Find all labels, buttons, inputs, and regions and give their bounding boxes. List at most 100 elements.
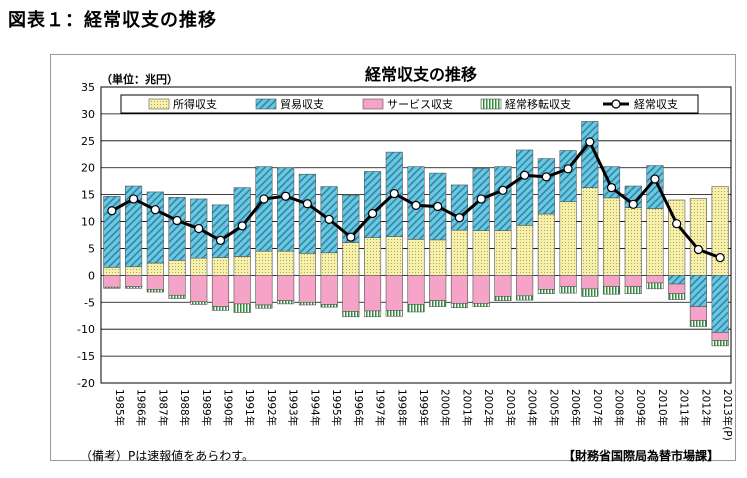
bar-segment (450, 184, 469, 231)
y-tick-label: 30 (81, 108, 95, 121)
bar-segment (168, 197, 186, 261)
bar-segment (711, 340, 729, 347)
bar-segment (190, 301, 208, 305)
bar-segment (298, 301, 316, 306)
y-tick-label: -5 (84, 296, 95, 309)
bar-segment (320, 304, 338, 308)
current-account-point (411, 200, 421, 210)
current-account-point (715, 253, 725, 263)
chart-frame: 35 30 25 20 15 10 5 0 -5 -10 -15 -20 1985年 1986年 1987年… (50, 54, 736, 461)
bar-segment (211, 257, 230, 276)
footnote: （備考）Pは速報値をあらわす。 (80, 449, 255, 463)
bar-segment (298, 275, 316, 303)
bar-segment (472, 275, 490, 304)
bar-segment (277, 300, 295, 305)
bar-segment (211, 275, 230, 307)
bar-segment (211, 204, 230, 258)
x-tick-label: 1987年 (156, 389, 169, 426)
bar-segment (450, 303, 469, 308)
current-account-point (389, 188, 399, 199)
bar-segment (494, 296, 512, 301)
current-account-point (476, 194, 486, 204)
unit-label: （単位：兆円） (101, 72, 178, 86)
x-tick-label: 1995年 (330, 389, 343, 426)
legend-label: サービス収支 (387, 98, 453, 111)
legend-label: 経常移転収支 (505, 98, 571, 111)
bar-segment (581, 187, 599, 276)
bar-segment (407, 275, 425, 305)
bar-segment (537, 275, 555, 290)
current-account-point (107, 206, 117, 216)
bar-segment (146, 275, 164, 290)
chart: 35 30 25 20 15 10 5 0 -5 -10 -15 -20 1985年 1986年 1987年… (77, 65, 734, 441)
bar-segment (602, 286, 621, 295)
legend-swatch (362, 98, 384, 110)
current-account-point (237, 221, 247, 231)
legend-label: 貿易収支 (280, 98, 324, 111)
bar-segment (646, 275, 664, 284)
bar-segment (298, 252, 316, 276)
bar-segment (342, 242, 360, 276)
bar-segment (668, 283, 686, 294)
x-tick-label: 1999年 (417, 389, 430, 426)
figure-title: 図表１：経常収支の推移 (8, 10, 217, 31)
bar-segment (472, 303, 490, 307)
y-tick-label: 0 (88, 269, 95, 282)
current-account-point (367, 208, 378, 219)
bar-segment (429, 300, 447, 307)
current-account-point (628, 199, 638, 209)
bar-segment (146, 262, 164, 276)
line-layer (107, 137, 725, 263)
bar-segment (385, 275, 403, 311)
current-account-point (520, 170, 530, 180)
x-tick-label: 2010年 (656, 389, 669, 426)
bar-segment (363, 237, 382, 276)
bar-segment (233, 275, 251, 305)
current-account-point (650, 174, 660, 184)
bar-segment (277, 167, 295, 252)
bar-segment (146, 289, 164, 293)
current-account-point (693, 244, 704, 255)
bar-segment (363, 171, 382, 238)
bar-segment (516, 225, 534, 276)
y-tick-label: 20 (81, 162, 95, 175)
bar-segment (298, 173, 316, 254)
bar-segment (559, 275, 577, 287)
x-tick-label: 2012年 (699, 389, 712, 426)
bar-segment (516, 149, 534, 226)
bar-segment (103, 195, 121, 268)
x-tick-label: 1996年 (352, 389, 365, 426)
x-tick-label: 1985年 (113, 389, 126, 426)
x-tick-label: 2006年 (569, 389, 582, 426)
bar-segment (689, 198, 707, 276)
bar-segment (624, 275, 642, 287)
y-tick-label: -15 (77, 350, 95, 363)
x-tick-label: 1993年 (287, 389, 300, 426)
y-tick-label: 10 (81, 216, 95, 229)
x-tick-label: 2011年 (678, 389, 691, 426)
bar-segment (233, 303, 251, 313)
bar-segment (211, 306, 230, 311)
bar-segment (559, 201, 577, 276)
bar-segment (537, 213, 555, 276)
x-tick-label: 2002年 (482, 389, 495, 426)
bar-segment (320, 252, 338, 276)
current-account-point (498, 185, 508, 195)
bar-segment (581, 121, 599, 188)
bar-segment (472, 230, 490, 276)
x-tick-label: 1990年 (221, 389, 234, 426)
current-account-point (346, 232, 356, 242)
y-tick-label: 25 (81, 135, 95, 148)
current-account-point (172, 215, 182, 226)
current-account-point (454, 213, 465, 223)
bar-segment (363, 275, 382, 312)
bar-segment (450, 229, 469, 276)
x-tick-label: 1991年 (243, 389, 256, 426)
current-account-point (150, 205, 160, 215)
bar-segment (363, 310, 382, 318)
current-account-point (302, 199, 312, 209)
bar-segment (646, 208, 664, 276)
bar-segment (103, 266, 121, 276)
current-account-point (672, 219, 682, 229)
x-tick-label: 1992年 (265, 389, 278, 426)
